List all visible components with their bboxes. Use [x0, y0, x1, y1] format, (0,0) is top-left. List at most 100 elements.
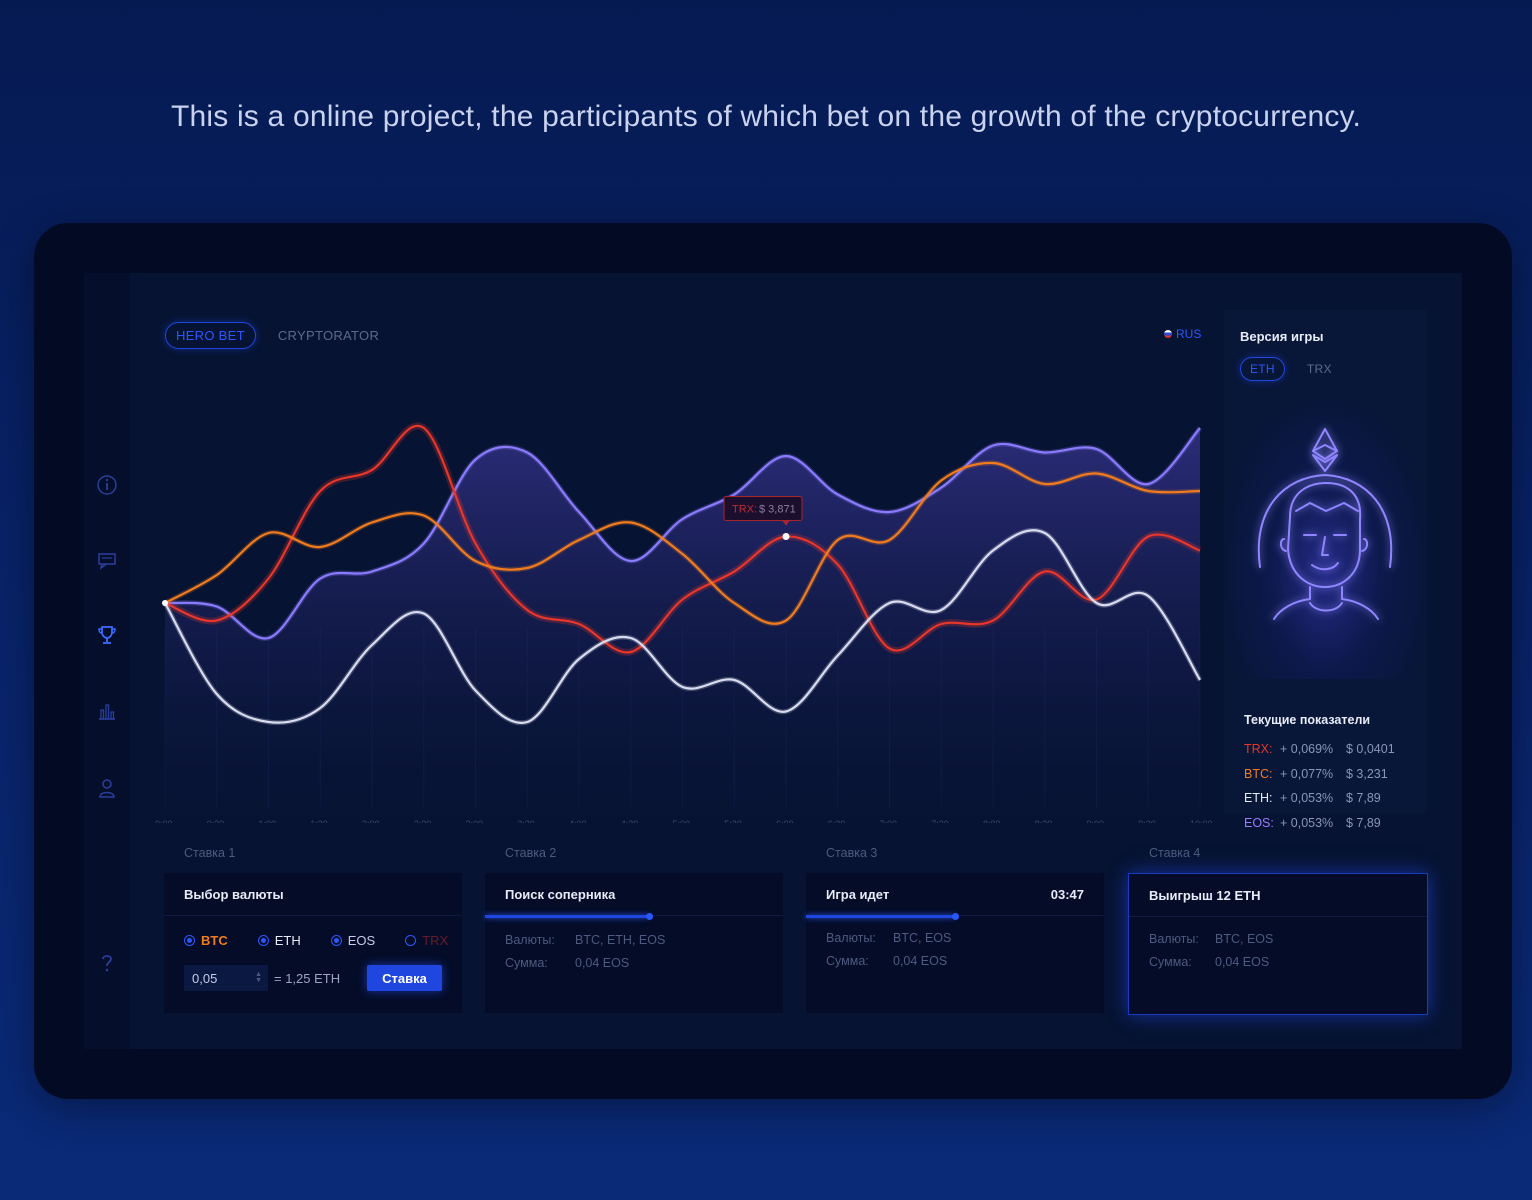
x-tick-label: 8:30 [1035, 819, 1053, 823]
sum-row: Сумма: 0,04 EOS [505, 956, 629, 970]
step-2-label: Ставка 2 [505, 846, 557, 860]
tab-cryptorator[interactable]: CRYPTORATOR [277, 327, 380, 343]
tooltip-value: $ 3,871 [759, 504, 796, 516]
tooltip-label: TRX: [732, 504, 757, 516]
currency-radio-eth[interactable]: ETH [257, 933, 301, 948]
currency-radio-group: BTC ETH EOS TRX [184, 933, 478, 948]
stat-change: + 0,053% [1280, 815, 1334, 830]
card-title: Выигрыш 12 ETH [1149, 888, 1261, 903]
radio-label: TRX [422, 933, 449, 948]
sum-label: Сумма: [826, 954, 869, 968]
chat-icon[interactable] [93, 546, 121, 574]
sum-label: Сумма: [505, 956, 548, 970]
x-tick-label: 9:30 [1138, 819, 1156, 823]
bet-card-win: Выигрыш 12 ETH Валюты: BTC, EOS Сумма: 0… [1128, 873, 1428, 1015]
currency-radio-trx[interactable]: TRX [405, 933, 448, 948]
currency-radio-eos[interactable]: EOS [330, 933, 376, 948]
stat-currency: TRX: [1244, 742, 1273, 757]
x-tick-label: 9:00 [1087, 819, 1105, 823]
user-icon[interactable] [93, 774, 121, 802]
stat-row: BTC: + 0,077% $ 3,231 [1244, 762, 1395, 787]
bar-chart-icon[interactable] [93, 697, 121, 725]
hero-illustration [1224, 399, 1427, 679]
game-progress-dot [952, 913, 959, 920]
game-timer: 03:47 [1050, 887, 1084, 902]
step-3-label: Ставка 3 [826, 846, 878, 860]
stat-change: + 0,077% [1280, 766, 1334, 781]
x-tick-label: 3:00 [466, 819, 484, 823]
x-tick-label: 3:30 [517, 819, 535, 823]
current-stats: Текущие показатели TRX: + 0,069% $ 0,0401 B… [1244, 713, 1395, 835]
game-progress-bar [806, 915, 955, 918]
currencies-value: BTC, ETH, EOS [575, 933, 666, 947]
currencies-label: Валюты: [505, 933, 555, 947]
radio-icon [184, 935, 195, 946]
x-tick-label: 6:00 [776, 819, 794, 823]
flag-icon [1164, 330, 1172, 338]
sidebar [84, 273, 130, 1049]
place-bet-button[interactable]: Ставка [367, 965, 442, 991]
x-tick-label: 7:00 [880, 819, 898, 823]
tooltip-arrow [782, 520, 790, 526]
x-tick-label: 1:30 [310, 819, 328, 823]
version-eth-tab[interactable]: ETH [1240, 357, 1285, 381]
chart-tooltip: TRX: $ 3,871 [723, 496, 803, 540]
game-version-title: Версия игры [1240, 329, 1324, 344]
stat-currency: BTC: [1244, 766, 1273, 781]
stat-currency: ETH: [1244, 791, 1273, 806]
sum-row: Сумма: 0,04 EOS [826, 954, 947, 968]
currencies-value: BTC, EOS [893, 931, 952, 945]
series-btc-line[interactable] [164, 461, 1201, 625]
radio-label: BTC [201, 933, 228, 948]
version-trx-tab[interactable]: TRX [1306, 362, 1332, 376]
app-screen: HERO BET CRYPTORATOR RUS 0:00 0:30 1:00 1:3… [84, 273, 1462, 1049]
x-tick-label: 8:00 [983, 819, 1001, 823]
series-eos-area [165, 428, 1200, 809]
trophy-icon[interactable] [93, 621, 121, 649]
card-header: Выигрыш 12 ETH [1129, 874, 1427, 917]
price-chart: 0:00 0:30 1:00 1:30 2:00 2:30 3:00 3:30 4:00 4:30… [155, 422, 1213, 823]
card-title: Игра идет [826, 887, 890, 902]
amount-input[interactable]: 0,05 ▲ ▼ [184, 965, 268, 991]
help-icon[interactable] [93, 949, 121, 977]
radio-icon [330, 935, 342, 946]
game-version-tabs: ETH TRX [1240, 357, 1332, 381]
stat-currency: EOS: [1244, 815, 1274, 830]
page-headline: This is a online project, the participan… [170, 100, 1362, 133]
stat-row: ETH: + 0,053% $ 7,89 [1244, 786, 1395, 811]
currencies-label: Валюты: [826, 931, 876, 945]
x-tick-label: 0:00 [155, 819, 173, 823]
language-label: RUS [1176, 327, 1202, 341]
x-tick-label: 2:30 [414, 819, 432, 823]
amount-stepper[interactable]: ▲ ▼ [255, 971, 262, 984]
tab-hero-bet[interactable]: HERO BET [165, 321, 256, 349]
x-tick-label: 1:00 [259, 819, 277, 823]
sum-row: Сумма: 0,04 EOS [1149, 955, 1269, 969]
currency-radio-btc[interactable]: BTC [184, 933, 228, 948]
x-tick-label: 7:30 [931, 819, 949, 823]
series-trx-line[interactable] [164, 424, 1201, 654]
x-tick-label: 10:00 [1190, 819, 1213, 823]
stat-row: EOS: + 0,053% $ 7,89 [1244, 811, 1395, 836]
step-1-label: Ставка 1 [184, 846, 236, 860]
card-header: Выбор валюты [164, 873, 462, 916]
radio-label: EOS [347, 933, 376, 948]
stat-change: + 0,053% [1280, 791, 1334, 806]
currencies-row: Валюты: BTC, EOS [1149, 932, 1273, 946]
language-switch[interactable]: RUS [1164, 327, 1201, 341]
series-eth-line[interactable] [164, 529, 1201, 724]
x-tick-label: 0:30 [207, 819, 225, 823]
search-progress-dot [645, 913, 653, 920]
sum-label: Сумма: [1149, 955, 1192, 969]
origin-point [162, 600, 168, 606]
sum-value: 0,04 EOS [575, 956, 630, 970]
current-stats-title: Текущие показатели [1244, 713, 1371, 727]
stat-row: TRX: + 0,069% $ 0,0401 [1244, 737, 1395, 762]
card-header: Игра идет 03:47 [806, 873, 1104, 916]
info-icon[interactable] [93, 471, 121, 499]
series-eos-line[interactable] [164, 427, 1201, 640]
step-4-label: Ставка 4 [1149, 846, 1201, 860]
bet-card-search-opponent: Поиск соперника Валюты: BTC, ETH, EOS Су… [485, 873, 783, 1013]
x-tick-label: 6:30 [828, 819, 846, 823]
card-title: Поиск соперника [505, 887, 616, 902]
